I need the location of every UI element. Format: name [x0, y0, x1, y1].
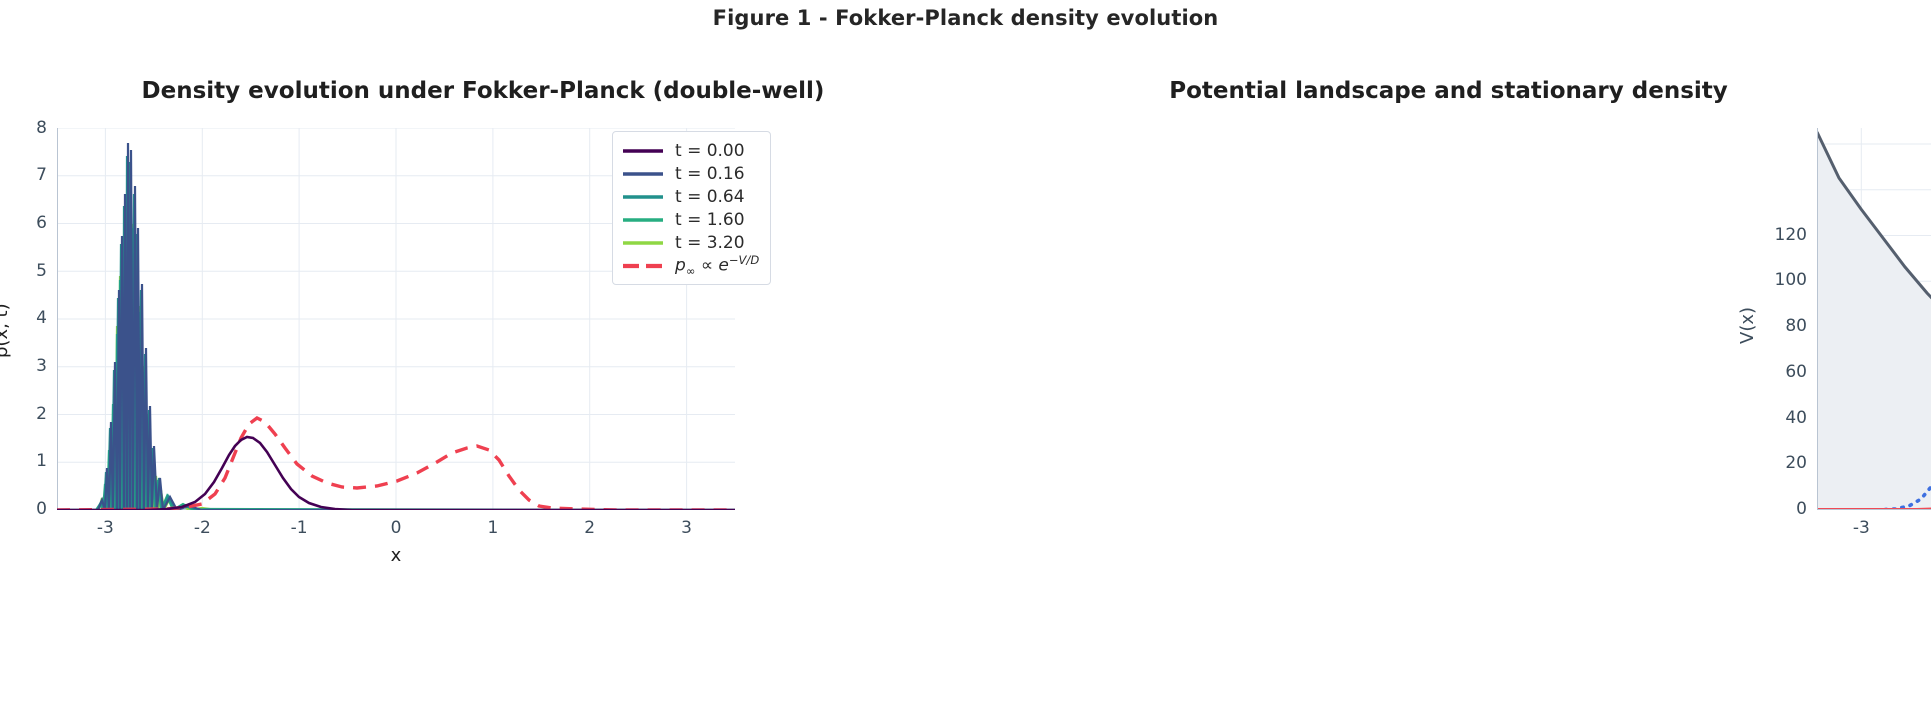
- legend-item-t320[interactable]: t = 3.20: [622, 231, 759, 254]
- left-ytick-6: 6: [36, 213, 47, 233]
- legend-label-t320: t = 3.20: [675, 232, 745, 253]
- legend-label-t064: t = 0.64: [675, 186, 745, 207]
- legend-item-t064[interactable]: t = 0.64: [622, 185, 759, 208]
- left-yaxis-label: p(x, t): [0, 303, 12, 358]
- left-ytick-5: 5: [36, 261, 47, 281]
- right-axes: 0 20 40 60 80 100 120 0.0 0.2 0.4 0.6 0.…: [1737, 128, 1931, 538]
- right-panel-title-text: Potential landscape and stationary densi…: [1169, 78, 1728, 104]
- left-xtick-1: -2: [193, 518, 211, 538]
- right-ytick-v-40: 40: [1785, 408, 1807, 428]
- legend-item-t160[interactable]: t = 1.60: [622, 208, 759, 231]
- left-xtick-6: 3: [681, 518, 692, 538]
- right-plot-svg: [1817, 128, 1931, 510]
- right-ytick-v-120: 120: [1774, 225, 1807, 245]
- left-xtick-0: -3: [96, 518, 114, 538]
- left-ytick-8: 8: [36, 118, 47, 138]
- right-ytick-v-100: 100: [1774, 270, 1807, 290]
- legend-item-t016[interactable]: t = 0.16: [622, 162, 759, 185]
- legend-line-icon-t000: [622, 144, 664, 158]
- left-panel-title-text: Density evolution under Fokker-Planck (d…: [141, 78, 825, 104]
- left-xtick-3: 0: [390, 518, 402, 538]
- right-yaxis-label-potential: V(x): [1737, 306, 1758, 344]
- left-panel: Density evolution under Fokker-Planck (d…: [0, 78, 966, 566]
- right-ytick-v-20: 20: [1785, 453, 1807, 473]
- left-series-t016: [57, 142, 735, 510]
- left-ytick-0: 0: [36, 499, 47, 519]
- left-panel-title: Density evolution under Fokker-Planck (d…: [0, 78, 966, 104]
- right-panel: Potential landscape and stationary densi…: [966, 0, 1931, 708]
- left-ytick-7: 7: [36, 165, 47, 185]
- right-series-potential: [1817, 131, 1931, 300]
- potential-fill: [1817, 132, 1931, 510]
- right-ytick-v-80: 80: [1785, 316, 1807, 336]
- left-xtick-2: -1: [290, 518, 308, 538]
- figure-suptitle: Figure 1 - Fokker-Planck density evoluti…: [712, 6, 1219, 30]
- legend-label-pinf: p∞ ∝ e−V/D: [675, 252, 760, 279]
- left-xaxis-label: x: [390, 545, 402, 566]
- legend-label-t016: t = 0.16: [675, 163, 745, 184]
- left-series-t000: [57, 435, 735, 510]
- left-ytick-1: 1: [36, 451, 47, 471]
- left-ytick-3: 3: [36, 356, 47, 376]
- legend-line-icon-t064: [622, 190, 664, 204]
- right-xtick-0: -3: [1852, 518, 1870, 538]
- left-legend[interactable]: t = 0.00 t = 0.16 t = 0.64 t = 1.60: [612, 131, 772, 285]
- left-xtick-4: 1: [487, 518, 499, 538]
- legend-label-t000: t = 0.00: [675, 140, 745, 161]
- left-plot-svg: [57, 128, 735, 510]
- legend-line-icon-t016: [622, 167, 664, 181]
- left-series-pinf: [57, 416, 735, 510]
- legend-item-t000[interactable]: t = 0.00: [622, 139, 759, 162]
- legend-line-icon-t160: [622, 213, 664, 227]
- right-ytick-v-60: 60: [1785, 362, 1807, 382]
- right-panel-title: Potential landscape and stationary densi…: [966, 78, 1931, 104]
- left-xtick-5: 2: [584, 518, 596, 538]
- right-xaxis-label: x: [1817, 545, 1931, 566]
- legend-label-t160: t = 1.60: [675, 209, 745, 230]
- left-ytick-2: 2: [36, 404, 47, 424]
- legend-line-icon-t320: [622, 236, 664, 250]
- left-ytick-4: 4: [36, 308, 47, 328]
- right-ytick-v-0: 0: [1796, 499, 1807, 519]
- legend-item-pinf[interactable]: p∞ ∝ e−V/D: [622, 252, 760, 279]
- legend-dashed-line-icon-pinf: [622, 259, 664, 273]
